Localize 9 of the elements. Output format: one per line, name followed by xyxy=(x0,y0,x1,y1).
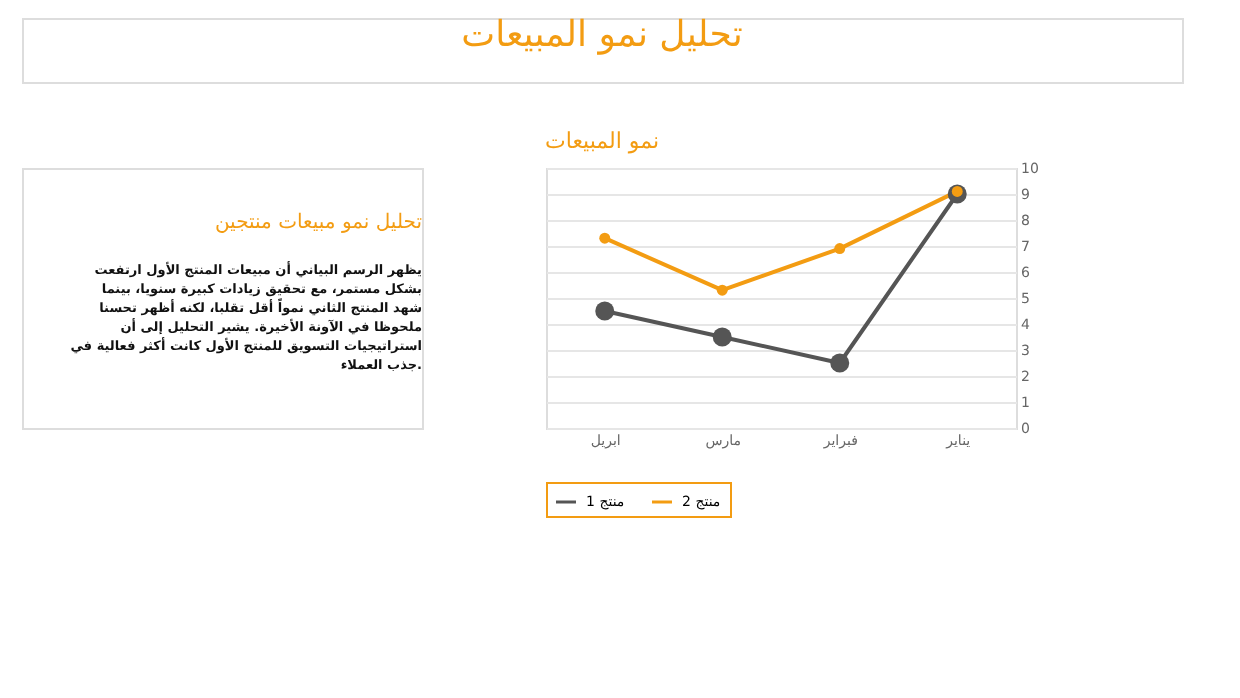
point xyxy=(716,284,728,296)
point xyxy=(595,301,615,321)
point xyxy=(830,353,850,373)
text: تحليل نمو المبيعات xyxy=(461,14,743,56)
chart-title: نمو المبيعات xyxy=(545,128,660,154)
text: تحليل نمو مبيعات منتجين xyxy=(214,212,423,234)
point xyxy=(599,232,611,244)
point xyxy=(834,243,846,255)
point xyxy=(712,327,732,347)
